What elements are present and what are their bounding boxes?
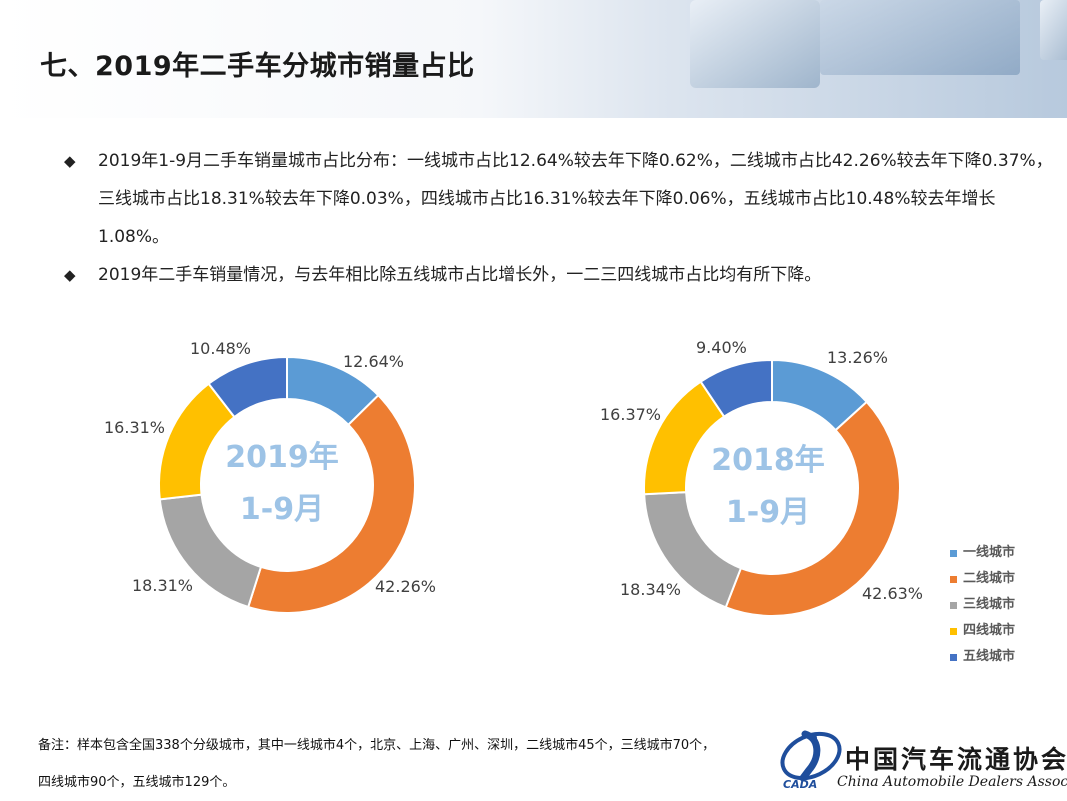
decor-cube-back [820, 0, 1020, 75]
legend-item-tier2: 二线城市 [950, 566, 1015, 592]
legend-label: 二线城市 [963, 571, 1016, 586]
donut-chart-2018-svg [643, 358, 901, 617]
bullet-list: ◆ 2019年1-9月二手车销量城市占比分布：一线城市占比12.64%较去年下降… [64, 142, 1054, 294]
legend-item-tier1: 一线城市 [950, 540, 1015, 566]
chart-legend: 一线城市 二线城市 三线城市 四线城市 五线城市 [950, 540, 1015, 670]
center-label-year: 2019年 [225, 440, 339, 475]
legend-item-tier5: 五线城市 [950, 644, 1015, 670]
logo-abbreviation: CADA [783, 778, 818, 791]
data-label-2019-tier5: 10.48% [190, 339, 252, 358]
data-label-2018-tier4: 16.37% [600, 405, 662, 424]
diamond-bullet-icon: ◆ [64, 152, 76, 170]
data-label-2018-tier3: 18.34% [620, 580, 682, 599]
decor-cube-right [1040, 0, 1067, 60]
chart-center-label: 2018年 1-9月 [693, 435, 843, 539]
cada-logo: CADA 中国汽车流通协会 China Automobile Dealers A… [775, 722, 1067, 801]
diamond-bullet-icon: ◆ [64, 266, 76, 284]
legend-swatch [950, 549, 957, 557]
legend-label: 四线城市 [963, 623, 1016, 638]
decor-cube-left [690, 0, 820, 88]
legend-item-tier3: 三线城市 [950, 592, 1015, 618]
donut-slice-5 [207, 355, 288, 419]
donut-chart-2018: 2018年 1-9月 [635, 353, 910, 623]
legend-swatch [950, 653, 957, 661]
legend-swatch [950, 601, 957, 609]
center-label-year: 2018年 [711, 443, 825, 478]
chart-center-label: 2019年 1-9月 [207, 432, 357, 536]
legend-item-tier4: 四线城市 [950, 618, 1015, 644]
data-label-2019-tier4: 16.31% [104, 418, 166, 437]
page-title: 七、2019年二手车分城市销量占比 [40, 51, 475, 82]
header-banner: 七、2019年二手车分城市销量占比 [0, 0, 1067, 118]
footnote: 备注：样本包含全国338个分级城市，其中一线城市4个，北京、上海、广州、深圳，二… [38, 738, 716, 790]
donut-chart-2019-svg [158, 355, 416, 614]
donut-slice-2 [246, 393, 416, 614]
data-label-2018-tier2: 42.63% [862, 584, 924, 603]
logo-name-en: China Automobile Dealers Association [837, 774, 1067, 790]
bullet-text: 2019年1-9月二手车销量城市占比分布：一线城市占比12.64%较去年下降0.… [98, 151, 1053, 247]
donut-slice-5 [699, 358, 773, 418]
data-label-2019-tier1: 12.64% [343, 352, 405, 371]
legend-label: 五线城市 [963, 649, 1016, 664]
center-label-period: 1-9月 [725, 495, 811, 530]
data-label-2018-tier1: 13.26% [827, 348, 889, 367]
legend-swatch [950, 627, 957, 635]
legend-label: 一线城市 [963, 545, 1016, 560]
header-decoration [690, 0, 1067, 88]
center-label-period: 1-9月 [239, 492, 325, 527]
legend-label: 三线城市 [963, 597, 1016, 612]
bullet-item: ◆ 2019年1-9月二手车销量城市占比分布：一线城市占比12.64%较去年下降… [64, 142, 1054, 256]
data-label-2019-tier2: 42.26% [375, 577, 437, 596]
data-label-2019-tier3: 18.31% [132, 576, 194, 595]
donut-chart-2019: 2019年 1-9月 [150, 350, 425, 620]
logo-name-cn: 中国汽车流通协会 [845, 745, 1067, 774]
data-label-2018-tier5: 9.40% [696, 338, 747, 357]
bullet-item: ◆ 2019年二手车销量情况，与去年相比除五线城市占比增长外，一二三四线城市占比… [64, 256, 1054, 294]
legend-swatch [950, 575, 957, 583]
cada-emblem-icon [780, 730, 842, 782]
donut-slice-2 [724, 400, 901, 617]
bullet-text: 2019年二手车销量情况，与去年相比除五线城市占比增长外，一二三四线城市占比均有… [98, 265, 822, 285]
